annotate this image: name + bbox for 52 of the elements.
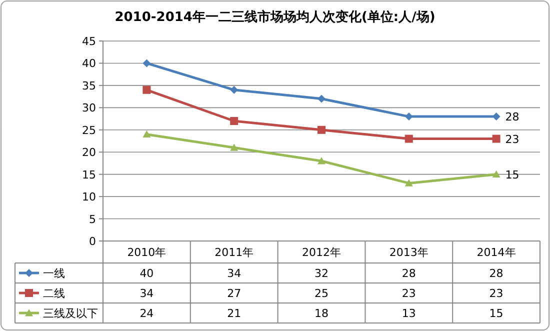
x-tick-label: 2013年	[389, 246, 428, 259]
point	[492, 112, 500, 121]
y-tick-label: 15	[82, 168, 96, 182]
point	[142, 86, 151, 94]
data-label: 40	[140, 267, 154, 280]
legend-label: 三线及以下	[43, 307, 98, 320]
annotation: 23	[505, 132, 520, 146]
x-tick-label: 2014年	[476, 246, 516, 259]
y-tick-label: 10	[82, 190, 96, 204]
y-tick-label: 25	[82, 124, 96, 137]
x-tick-label: 2010年	[127, 246, 166, 259]
x-tick-label: 2011年	[214, 246, 254, 259]
data-label: 28	[402, 267, 416, 280]
point	[492, 170, 500, 178]
data-label: 18	[314, 307, 328, 320]
data-label: 21	[227, 307, 242, 320]
point	[230, 144, 238, 151]
point	[404, 134, 413, 143]
data-label: 27	[227, 287, 242, 300]
data-label: 32	[314, 267, 328, 280]
point	[318, 157, 326, 164]
data-label: 23	[402, 287, 416, 300]
data-label: 15	[489, 307, 504, 320]
chart-title: 2010-2014年一二三线市场场均人次变化(单位:人/场)	[114, 9, 436, 25]
point	[492, 134, 500, 143]
x-tick-label: 2012年	[302, 246, 341, 259]
data-label: 25	[314, 287, 328, 300]
data-label: 24	[140, 307, 154, 320]
y-tick-label: 20	[82, 146, 96, 160]
data-label: 23	[489, 287, 504, 300]
y-tick-label: 0	[89, 235, 96, 248]
point	[318, 126, 326, 134]
point	[404, 179, 413, 186]
legend-label: 二线	[43, 287, 65, 300]
y-tick-label: 45	[82, 35, 96, 48]
y-tick-label: 30	[82, 102, 96, 115]
point	[230, 117, 238, 125]
y-tick-label: 35	[82, 79, 96, 92]
data-label: 34	[227, 267, 242, 280]
legend-label: 一线	[43, 267, 65, 280]
annotation: 28	[505, 110, 520, 124]
point	[142, 130, 151, 138]
data-label: 34	[140, 287, 154, 300]
y-tick-label: 5	[89, 212, 96, 226]
point	[142, 59, 151, 68]
point	[230, 86, 238, 94]
data-label: 13	[402, 307, 416, 320]
point	[404, 112, 413, 121]
annotation: 15	[505, 168, 520, 182]
point	[318, 94, 326, 103]
data-label: 28	[489, 267, 504, 280]
y-tick-label: 40	[82, 57, 96, 70]
